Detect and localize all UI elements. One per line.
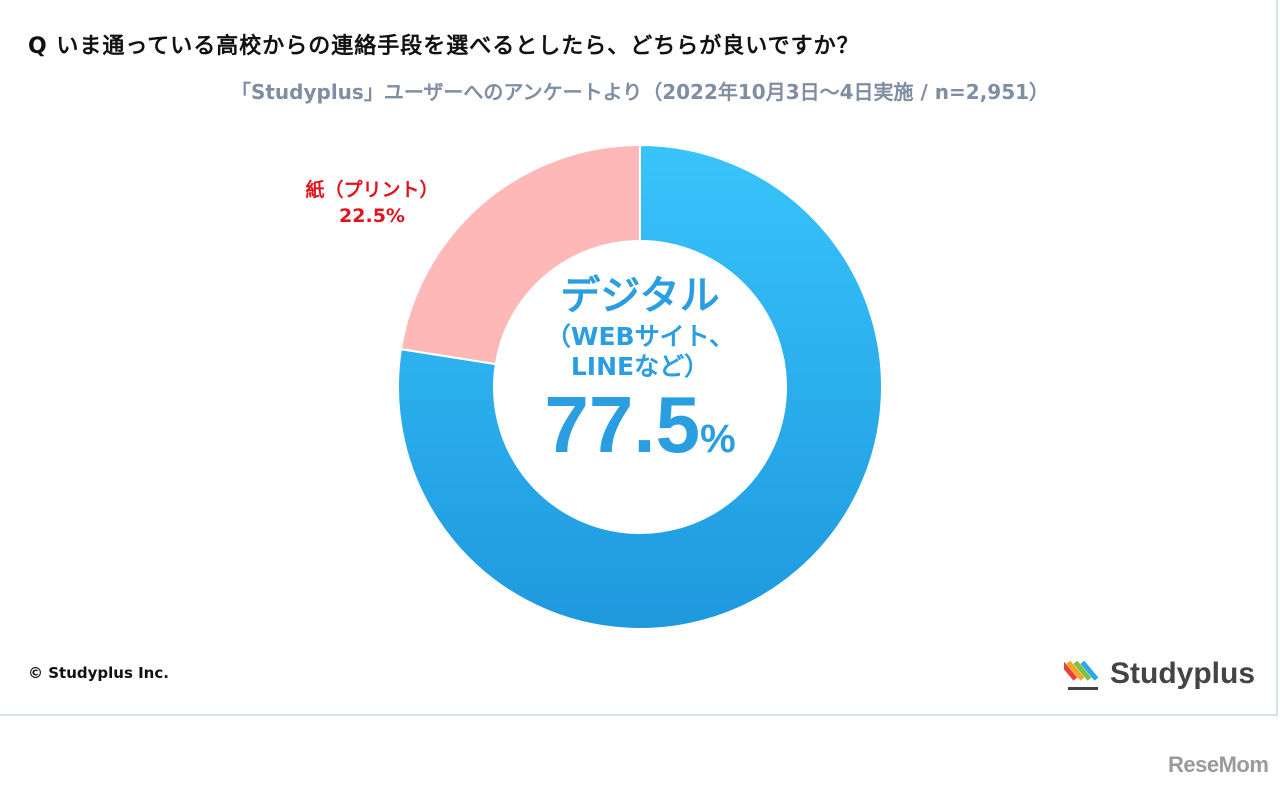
chart-title: Q いま通っている高校からの連絡手段を選べるとしたら、どちらが良いですか？ bbox=[28, 34, 860, 59]
paper-slice-name: 紙（プリント） bbox=[305, 179, 439, 201]
digital-category-label: デジタル bbox=[560, 273, 720, 319]
chart-subtitle: 「Studyplus」ユーザーへのアンケートより（2022年10月3日～4日実施… bbox=[230, 80, 1050, 104]
digital-slice bbox=[397, 143, 883, 630]
paper-slice bbox=[399, 143, 641, 366]
studyplus-logo: Studyplus bbox=[1064, 652, 1255, 696]
digital-percent-sign: % bbox=[700, 417, 736, 461]
studyplus-logo-icon bbox=[1064, 660, 1099, 690]
digital-sub-label-1: （WEBサイト、 bbox=[545, 322, 735, 351]
digital-sub-label-2: LINEなど） bbox=[570, 352, 710, 381]
digital-percent-value: 77.5 bbox=[544, 380, 701, 469]
digital-center-label: デジタル （WEBサイト、 LINEなど） 77.5% bbox=[490, 270, 790, 488]
paper-slice-value: 22.5% bbox=[339, 205, 405, 227]
digital-percent: 77.5% bbox=[490, 384, 790, 488]
resemom-watermark: ReseMom bbox=[1168, 752, 1269, 777]
paper-slice-label: 紙（プリント） 22.5% bbox=[262, 177, 482, 229]
copyright-text: © Studyplus Inc. bbox=[28, 664, 169, 682]
studyplus-logo-text: Studyplus bbox=[1110, 657, 1256, 690]
